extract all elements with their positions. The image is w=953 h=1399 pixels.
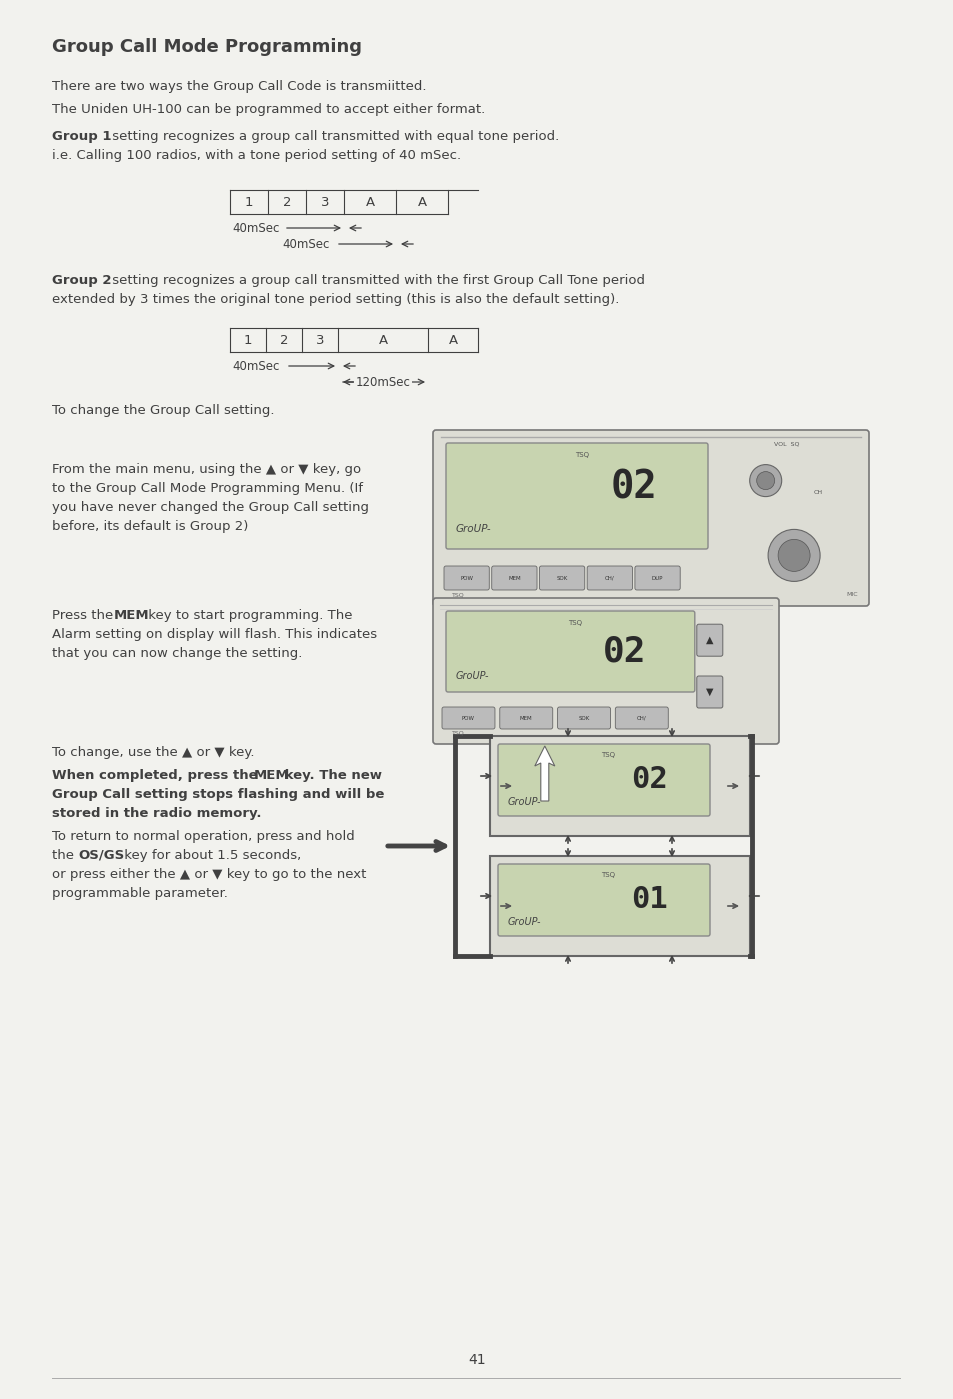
Text: before, its default is Group 2): before, its default is Group 2) (52, 520, 248, 533)
FancyBboxPatch shape (446, 443, 707, 548)
FancyBboxPatch shape (446, 611, 694, 693)
Text: to the Group Call Mode Programming Menu. (If: to the Group Call Mode Programming Menu.… (52, 483, 363, 495)
Text: the: the (52, 849, 78, 862)
FancyBboxPatch shape (441, 706, 495, 729)
Text: 1: 1 (245, 196, 253, 208)
Text: key to start programming. The: key to start programming. The (144, 609, 352, 623)
Text: TSQ: TSQ (600, 753, 615, 758)
Text: The Uniden UH-100 can be programmed to accept either format.: The Uniden UH-100 can be programmed to a… (52, 104, 485, 116)
Circle shape (749, 464, 781, 497)
Text: or press either the ▲ or ▼ key to go to the next: or press either the ▲ or ▼ key to go to … (52, 867, 366, 881)
Text: SOK: SOK (556, 575, 567, 581)
Text: setting recognizes a group call transmitted with equal tone period.: setting recognizes a group call transmit… (108, 130, 558, 143)
Text: 40mSec: 40mSec (232, 221, 279, 235)
Text: Alarm setting on display will flash. This indicates: Alarm setting on display will flash. Thi… (52, 628, 376, 641)
Text: To change the Group Call setting.: To change the Group Call setting. (52, 404, 274, 417)
Text: 3: 3 (315, 333, 324, 347)
FancyBboxPatch shape (497, 865, 709, 936)
Text: Group Call Mode Programming: Group Call Mode Programming (52, 38, 361, 56)
Text: CH: CH (813, 490, 821, 495)
Text: When completed, press the: When completed, press the (52, 769, 262, 782)
Text: Group 2: Group 2 (52, 274, 112, 287)
FancyBboxPatch shape (433, 429, 868, 606)
Text: TSQ: TSQ (600, 872, 615, 879)
Text: extended by 3 times the original tone period setting (this is also the default s: extended by 3 times the original tone pe… (52, 292, 618, 306)
Text: Group Call setting stops flashing and will be: Group Call setting stops flashing and wi… (52, 788, 384, 802)
Text: There are two ways the Group Call Code is transmiitted.: There are two ways the Group Call Code i… (52, 80, 426, 92)
Text: A: A (417, 196, 426, 208)
Text: OS/GS: OS/GS (78, 849, 124, 862)
Text: A: A (365, 196, 375, 208)
FancyBboxPatch shape (538, 567, 584, 590)
FancyBboxPatch shape (635, 567, 679, 590)
Text: 120mSec: 120mSec (355, 375, 410, 389)
Text: CH/: CH/ (604, 575, 614, 581)
Bar (490, 856, 749, 956)
FancyBboxPatch shape (615, 706, 668, 729)
Text: that you can now change the setting.: that you can now change the setting. (52, 646, 302, 660)
FancyBboxPatch shape (557, 706, 610, 729)
Text: 40mSec: 40mSec (282, 238, 329, 250)
Text: Group 1: Group 1 (52, 130, 112, 143)
Text: i.e. Calling 100 radios, with a tone period setting of 40 mSec.: i.e. Calling 100 radios, with a tone per… (52, 150, 460, 162)
FancyBboxPatch shape (587, 567, 632, 590)
Text: 2: 2 (279, 333, 288, 347)
Text: GroUP-: GroUP- (507, 916, 541, 926)
Circle shape (767, 529, 820, 582)
Text: CH/: CH/ (637, 715, 646, 720)
Circle shape (756, 471, 774, 490)
Text: POW: POW (459, 575, 473, 581)
Text: 02: 02 (602, 635, 645, 669)
Text: POW: POW (461, 715, 475, 720)
Text: To change, use the ▲ or ▼ key.: To change, use the ▲ or ▼ key. (52, 746, 254, 760)
FancyBboxPatch shape (696, 624, 722, 656)
Text: 120mSec: 120mSec (355, 375, 410, 389)
Text: key. The new: key. The new (280, 769, 381, 782)
FancyBboxPatch shape (497, 744, 709, 816)
Text: MEM: MEM (519, 715, 532, 720)
Text: TSQ: TSQ (451, 730, 464, 736)
Text: A: A (378, 333, 387, 347)
Text: ▼: ▼ (705, 687, 713, 697)
Text: GroUP-: GroUP- (507, 797, 541, 807)
Text: To return to normal operation, press and hold: To return to normal operation, press and… (52, 830, 355, 844)
Text: programmable parameter.: programmable parameter. (52, 887, 228, 900)
Text: VOL  SQ: VOL SQ (774, 441, 799, 446)
Text: you have never changed the Group Call setting: you have never changed the Group Call se… (52, 501, 369, 513)
Text: DUP: DUP (651, 575, 662, 581)
Text: ▲: ▲ (705, 635, 713, 645)
Text: MEM: MEM (508, 575, 520, 581)
Text: 02: 02 (610, 469, 657, 506)
Text: 02: 02 (631, 765, 667, 795)
Text: MEM: MEM (113, 609, 150, 623)
Text: 2: 2 (282, 196, 291, 208)
FancyBboxPatch shape (499, 706, 552, 729)
Text: key for about 1.5 seconds,: key for about 1.5 seconds, (120, 849, 301, 862)
Text: TSQ: TSQ (568, 620, 581, 625)
Text: 41: 41 (468, 1353, 485, 1367)
Text: 01: 01 (631, 886, 667, 915)
Text: SOK: SOK (578, 715, 589, 720)
Text: stored in the radio memory.: stored in the radio memory. (52, 807, 261, 820)
Text: Press the: Press the (52, 609, 117, 623)
Text: 3: 3 (320, 196, 329, 208)
Text: 1: 1 (244, 333, 252, 347)
Text: setting recognizes a group call transmitted with the first Group Call Tone perio: setting recognizes a group call transmit… (108, 274, 644, 287)
Polygon shape (535, 746, 555, 802)
FancyBboxPatch shape (491, 567, 537, 590)
Text: GroUP-: GroUP- (456, 672, 489, 681)
Text: MIC: MIC (845, 593, 857, 597)
Text: GroUP-: GroUP- (456, 523, 491, 533)
Text: A: A (448, 333, 457, 347)
Circle shape (778, 540, 809, 571)
FancyBboxPatch shape (696, 676, 722, 708)
Text: MEM: MEM (253, 769, 290, 782)
Text: TSQ: TSQ (575, 452, 589, 457)
Text: 40mSec: 40mSec (232, 360, 279, 372)
FancyBboxPatch shape (433, 597, 779, 744)
FancyBboxPatch shape (443, 567, 489, 590)
Text: TSQ: TSQ (451, 593, 464, 597)
Text: From the main menu, using the ▲ or ▼ key, go: From the main menu, using the ▲ or ▼ key… (52, 463, 361, 476)
Bar (490, 736, 749, 837)
